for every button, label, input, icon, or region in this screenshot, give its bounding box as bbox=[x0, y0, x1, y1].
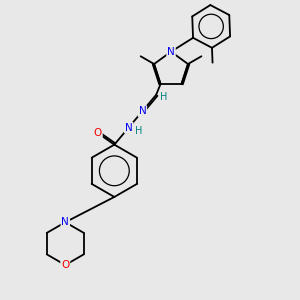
Text: N: N bbox=[61, 217, 69, 227]
Text: N: N bbox=[139, 106, 146, 116]
Text: H: H bbox=[160, 92, 167, 102]
Text: O: O bbox=[61, 260, 69, 270]
Text: N: N bbox=[167, 47, 175, 57]
Text: N: N bbox=[125, 123, 133, 133]
Text: H: H bbox=[135, 125, 142, 136]
Text: O: O bbox=[94, 128, 102, 138]
